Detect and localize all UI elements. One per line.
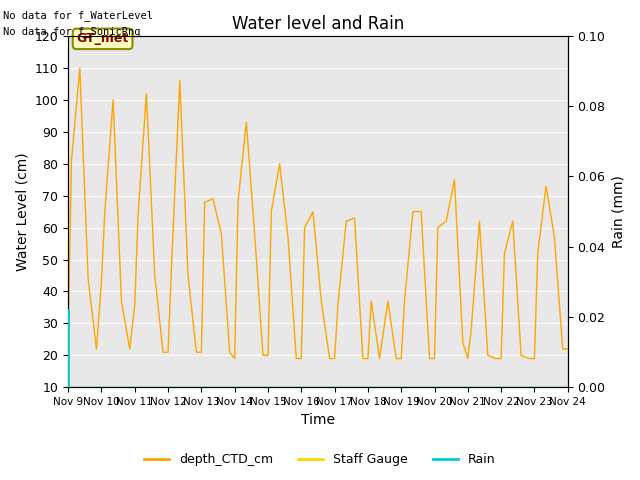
Text: No data for f_SonicRng: No data for f_SonicRng [3, 26, 141, 37]
Legend: depth_CTD_cm, Staff Gauge, Rain: depth_CTD_cm, Staff Gauge, Rain [140, 448, 500, 471]
Y-axis label: Rain (mm): Rain (mm) [611, 175, 625, 248]
X-axis label: Time: Time [301, 413, 335, 427]
Text: GT_met: GT_met [76, 32, 129, 45]
Text: No data for f_WaterLevel: No data for f_WaterLevel [3, 10, 153, 21]
Y-axis label: Water Level (cm): Water Level (cm) [15, 152, 29, 271]
Title: Water level and Rain: Water level and Rain [232, 15, 404, 33]
